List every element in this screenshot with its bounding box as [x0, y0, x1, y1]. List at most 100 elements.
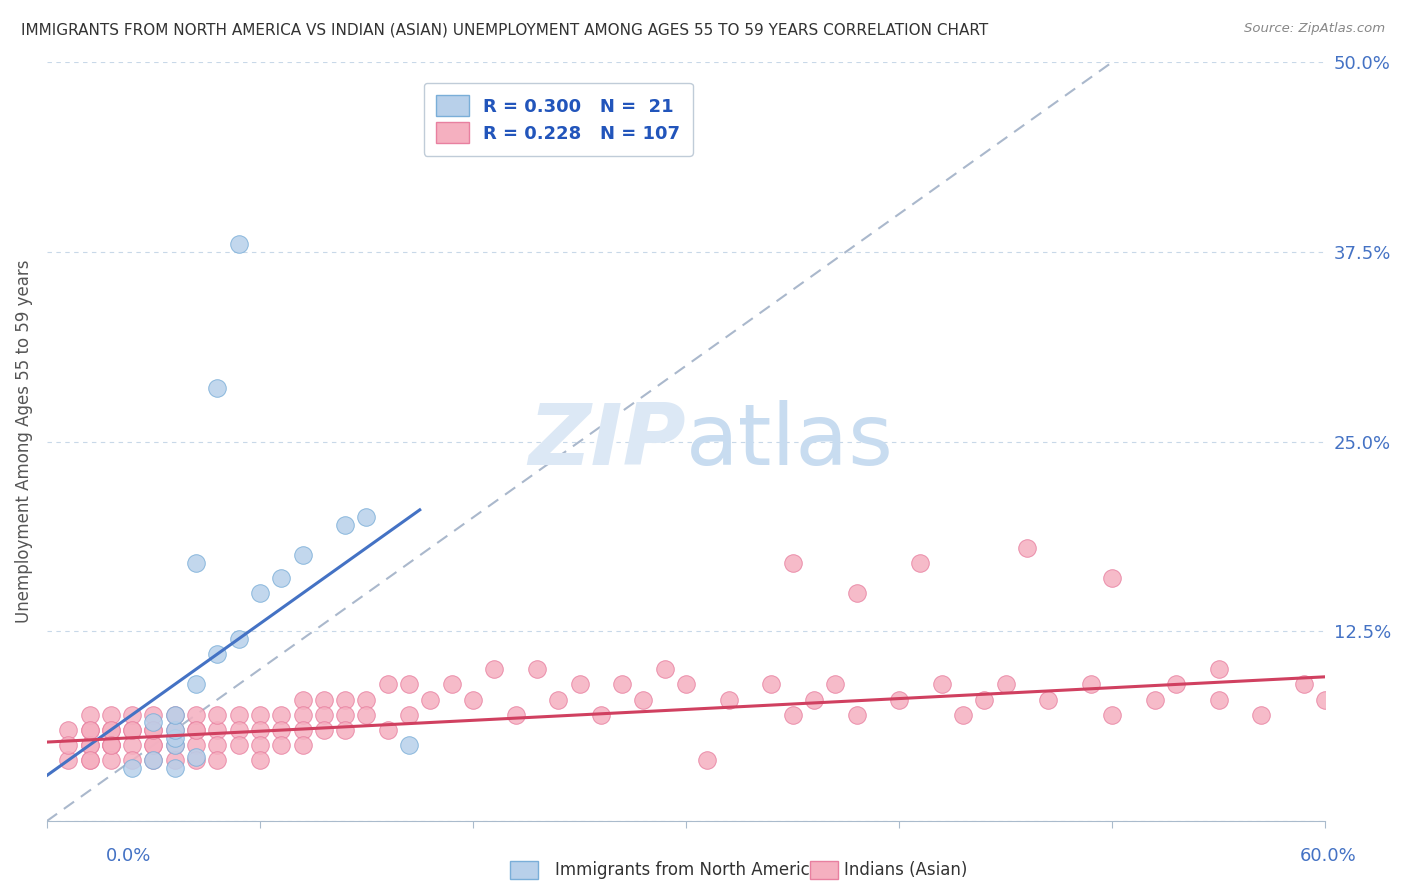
- Point: [142, 753, 165, 767]
- Point: [163, 738, 186, 752]
- Point: [505, 707, 527, 722]
- Legend: R = 0.300   N =  21, R = 0.228   N = 107: R = 0.300 N = 21, R = 0.228 N = 107: [423, 83, 693, 156]
- Point: [1208, 662, 1230, 676]
- Point: [142, 715, 165, 730]
- Point: [228, 707, 250, 722]
- Point: [782, 556, 804, 570]
- Point: [1143, 692, 1166, 706]
- Point: [163, 723, 186, 737]
- Point: [335, 707, 357, 722]
- Point: [121, 723, 143, 737]
- Point: [184, 556, 207, 570]
- Point: [249, 753, 271, 767]
- Point: [952, 707, 974, 722]
- Point: [335, 518, 357, 533]
- Point: [440, 677, 463, 691]
- Point: [100, 738, 122, 752]
- Point: [121, 753, 143, 767]
- Point: [79, 753, 101, 767]
- Text: 60.0%: 60.0%: [1301, 847, 1357, 865]
- Point: [100, 753, 122, 767]
- Point: [142, 738, 165, 752]
- Point: [526, 662, 548, 676]
- Point: [1166, 677, 1188, 691]
- Point: [589, 707, 612, 722]
- Point: [461, 692, 484, 706]
- Point: [419, 692, 441, 706]
- Point: [717, 692, 740, 706]
- Point: [121, 723, 143, 737]
- Point: [163, 753, 186, 767]
- Point: [1292, 677, 1315, 691]
- Point: [291, 723, 314, 737]
- Point: [633, 692, 655, 706]
- Point: [207, 738, 229, 752]
- Point: [1208, 692, 1230, 706]
- Point: [1101, 707, 1123, 722]
- Point: [207, 647, 229, 661]
- Point: [612, 677, 634, 691]
- Point: [163, 723, 186, 737]
- Point: [79, 707, 101, 722]
- Text: IMMIGRANTS FROM NORTH AMERICA VS INDIAN (ASIAN) UNEMPLOYMENT AMONG AGES 55 TO 59: IMMIGRANTS FROM NORTH AMERICA VS INDIAN …: [21, 22, 988, 37]
- Point: [58, 753, 80, 767]
- Point: [356, 510, 378, 524]
- Point: [100, 723, 122, 737]
- Point: [228, 632, 250, 646]
- Point: [973, 692, 995, 706]
- Point: [184, 723, 207, 737]
- Point: [377, 723, 399, 737]
- Point: [142, 707, 165, 722]
- Point: [121, 761, 143, 775]
- Point: [335, 692, 357, 706]
- Point: [845, 586, 868, 600]
- Point: [58, 723, 80, 737]
- Point: [312, 692, 335, 706]
- Point: [270, 738, 292, 752]
- Point: [312, 723, 335, 737]
- Point: [184, 753, 207, 767]
- Point: [377, 677, 399, 691]
- Point: [79, 723, 101, 737]
- Point: [142, 723, 165, 737]
- Point: [100, 707, 122, 722]
- Point: [1015, 541, 1038, 555]
- Point: [121, 707, 143, 722]
- Point: [58, 738, 80, 752]
- Point: [803, 692, 825, 706]
- Point: [79, 753, 101, 767]
- Point: [675, 677, 697, 691]
- Point: [398, 707, 420, 722]
- Point: [184, 677, 207, 691]
- Point: [1101, 571, 1123, 585]
- Point: [79, 738, 101, 752]
- Point: [356, 692, 378, 706]
- Point: [184, 750, 207, 764]
- Point: [910, 556, 932, 570]
- Point: [79, 738, 101, 752]
- Point: [249, 723, 271, 737]
- Point: [228, 237, 250, 252]
- Point: [163, 707, 186, 722]
- Point: [291, 549, 314, 563]
- Point: [270, 571, 292, 585]
- Point: [994, 677, 1017, 691]
- Point: [79, 723, 101, 737]
- Point: [249, 586, 271, 600]
- Point: [845, 707, 868, 722]
- Point: [335, 723, 357, 737]
- Point: [1080, 677, 1102, 691]
- Point: [761, 677, 783, 691]
- Point: [270, 707, 292, 722]
- Text: Source: ZipAtlas.com: Source: ZipAtlas.com: [1244, 22, 1385, 36]
- Point: [207, 707, 229, 722]
- Point: [163, 738, 186, 752]
- Point: [207, 723, 229, 737]
- Point: [270, 723, 292, 737]
- Point: [889, 692, 911, 706]
- Point: [207, 381, 229, 395]
- Point: [1250, 707, 1272, 722]
- Point: [184, 738, 207, 752]
- Point: [1315, 692, 1337, 706]
- Text: 0.0%: 0.0%: [105, 847, 150, 865]
